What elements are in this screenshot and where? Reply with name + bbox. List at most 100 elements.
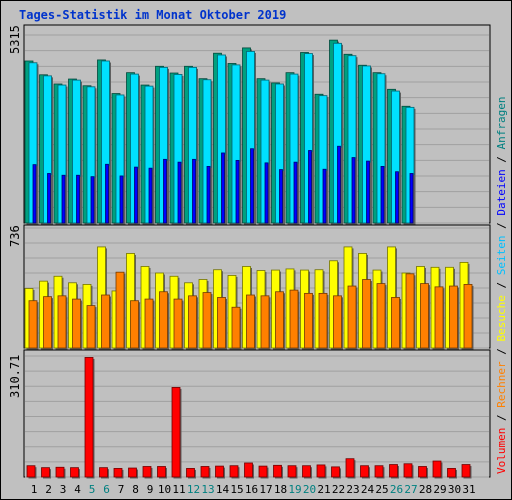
x-tick-label: 31: [462, 483, 475, 496]
side-legend-entry: Rechner: [495, 361, 508, 408]
x-tick-label: 8: [132, 483, 139, 496]
volumen-bar: [432, 460, 442, 478]
rechner-bar: [173, 298, 183, 349]
volumen-bar: [99, 467, 108, 478]
rechner-bar: [72, 298, 81, 349]
x-tick-label: 30: [448, 483, 461, 496]
volumen-bar: [229, 465, 239, 478]
volumen-bar: [55, 466, 65, 478]
rechner-bar: [449, 285, 458, 349]
rechner-bar: [202, 292, 212, 349]
top-panel-max-label: 5315: [8, 25, 22, 54]
dateien-bar: [134, 166, 138, 224]
volumen-bar: [403, 463, 413, 478]
volumen-bar: [447, 468, 456, 478]
rechner-bar: [318, 292, 328, 349]
rechner-bar: [130, 300, 139, 349]
rechner-bar: [463, 284, 473, 349]
volumen-bar: [157, 466, 166, 478]
volumen-bar: [302, 465, 311, 478]
rechner-bar: [159, 291, 168, 349]
volumen-bar: [186, 468, 195, 478]
rechner-bar: [289, 289, 299, 349]
side-legend: Volumen / Rechner / Besuche / Seiten / D…: [495, 96, 508, 474]
side-legend-entry: /: [495, 216, 508, 236]
x-tick-label: 29: [433, 483, 446, 496]
chart-title: Tages-Statistik im Monat Oktober 2019: [19, 8, 286, 22]
x-tick-label: 11: [172, 483, 185, 496]
volumen-bar: [345, 458, 355, 478]
dateien-bar: [308, 150, 312, 224]
volumen-bar: [215, 465, 224, 478]
x-tick-label: 3: [60, 483, 67, 496]
rechner-bar: [144, 298, 154, 349]
dateien-bar: [380, 166, 385, 224]
dateien-bar: [250, 148, 254, 224]
dateien-bar: [90, 176, 95, 224]
dateien-bar: [192, 158, 196, 224]
x-tick-label: 9: [147, 483, 154, 496]
volumen-bar: [70, 467, 79, 478]
rechner-bar: [246, 294, 255, 349]
x-tick-label: 17: [259, 483, 272, 496]
rechner-bar: [57, 295, 67, 349]
rechner-bar: [304, 292, 313, 349]
side-legend-entry: /: [495, 149, 508, 169]
x-tick-label: 15: [230, 483, 243, 496]
rechner-bar: [434, 286, 444, 349]
side-legend-entry: /: [495, 408, 508, 428]
rechner-bar: [362, 279, 371, 349]
side-legend-entry: Dateien: [495, 169, 508, 215]
dateien-bar: [163, 158, 167, 224]
rechner-bar: [420, 283, 429, 349]
x-tick-label: 2: [45, 483, 52, 496]
rechner-bar: [391, 297, 400, 349]
side-legend-entry: Volumen: [495, 428, 508, 474]
rechner-bar: [333, 295, 342, 349]
dateien-bar: [264, 162, 269, 224]
rechner-bar: [376, 283, 386, 349]
dateien-bar: [366, 160, 370, 224]
side-legend-entry: Anfragen: [495, 96, 508, 149]
x-tick-label: 10: [158, 483, 171, 496]
dateien-bar: [395, 171, 399, 224]
volumen-bar: [389, 464, 398, 478]
volumen-bar: [258, 465, 268, 478]
dateien-bar: [293, 161, 298, 224]
rechner-bar: [347, 285, 357, 349]
x-tick-label: 27: [404, 483, 417, 496]
rechner-bar: [217, 297, 226, 349]
rechner-bar: [101, 294, 110, 349]
dateien-bar: [235, 159, 240, 224]
x-tick-label: 26: [390, 483, 403, 496]
panel-bottom: [23, 349, 491, 479]
side-legend-entry: /: [495, 275, 508, 295]
x-tick-label: 7: [118, 483, 125, 496]
x-tick-label: 14: [216, 483, 230, 496]
x-tick-label: 1: [31, 483, 38, 496]
volumen-bar: [360, 465, 369, 478]
x-tick-label: 16: [245, 483, 258, 496]
dateien-bar: [206, 166, 211, 224]
dateien-bar: [221, 152, 225, 224]
rechner-bar: [405, 273, 415, 349]
rechner-bar: [115, 271, 125, 349]
volumen-bar: [273, 464, 282, 478]
volumen-bar: [128, 467, 137, 478]
rechner-bar: [188, 295, 197, 349]
dateien-bar: [351, 157, 356, 224]
dateien-bar: [32, 164, 37, 224]
panel-middle: [23, 224, 491, 350]
dateien-bar: [47, 173, 51, 224]
x-tick-label: 20: [303, 483, 316, 496]
middle-panel-max-label: 736: [8, 225, 22, 247]
rechner-bar: [28, 300, 38, 349]
rechner-bar: [260, 295, 270, 349]
dateien-bar: [61, 174, 66, 224]
dateien-bar: [76, 174, 80, 224]
x-tick-label: 25: [375, 483, 388, 496]
dateien-bar: [105, 163, 109, 224]
volumen-bar: [287, 465, 297, 478]
side-legend-entry: /: [495, 342, 508, 362]
